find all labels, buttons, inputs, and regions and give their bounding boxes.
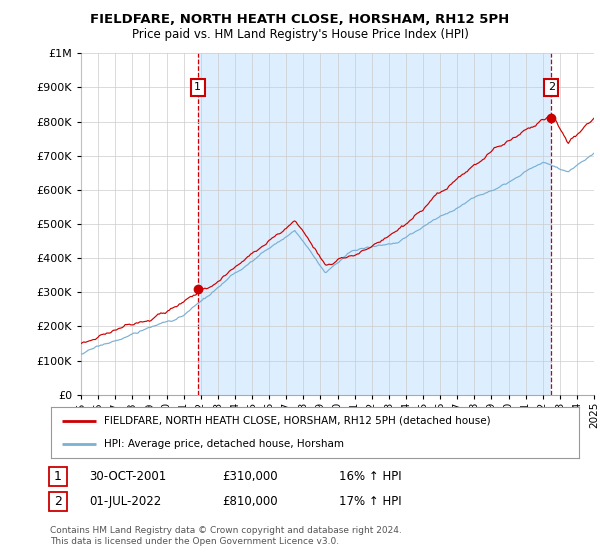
Text: 16% ↑ HPI: 16% ↑ HPI [339,470,401,483]
Text: FIELDFARE, NORTH HEATH CLOSE, HORSHAM, RH12 5PH: FIELDFARE, NORTH HEATH CLOSE, HORSHAM, R… [91,13,509,26]
Text: Contains HM Land Registry data © Crown copyright and database right 2024.
This d: Contains HM Land Registry data © Crown c… [50,526,401,546]
Text: FIELDFARE, NORTH HEATH CLOSE, HORSHAM, RH12 5PH (detached house): FIELDFARE, NORTH HEATH CLOSE, HORSHAM, R… [104,416,490,426]
Text: 2: 2 [53,495,62,508]
Text: 1: 1 [53,470,62,483]
Text: 2: 2 [548,82,555,92]
Text: £810,000: £810,000 [222,495,278,508]
Text: Price paid vs. HM Land Registry's House Price Index (HPI): Price paid vs. HM Land Registry's House … [131,28,469,41]
Text: 1: 1 [194,82,201,92]
Bar [198,53,551,395]
Text: HPI: Average price, detached house, Horsham: HPI: Average price, detached house, Hors… [104,439,344,449]
Text: 30-OCT-2001: 30-OCT-2001 [89,470,166,483]
Text: 01-JUL-2022: 01-JUL-2022 [89,495,161,508]
Text: 17% ↑ HPI: 17% ↑ HPI [339,495,401,508]
Text: £310,000: £310,000 [222,470,278,483]
